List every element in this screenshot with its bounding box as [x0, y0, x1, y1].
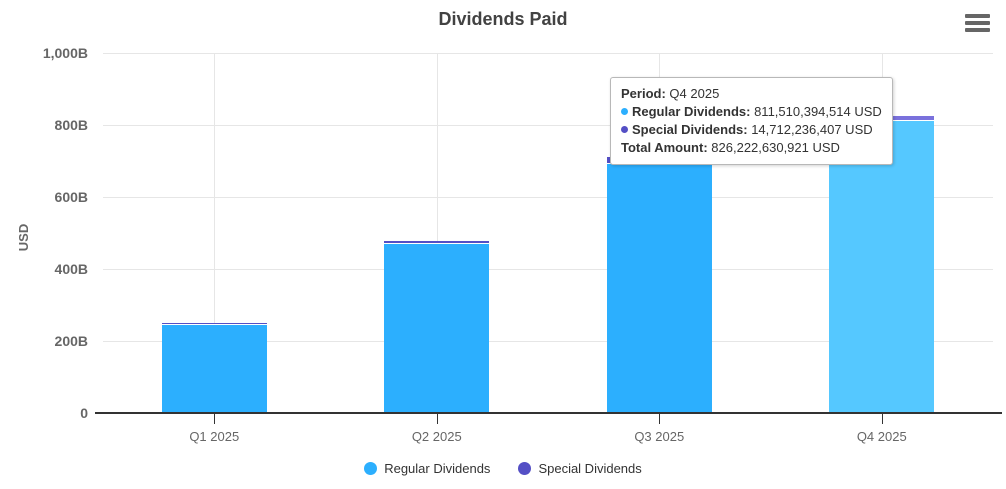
bar-special-dividends[interactable]: [384, 241, 490, 244]
x-axis-category-label: Q3 2025: [634, 429, 685, 444]
x-axis-category-label: Q2 2025: [411, 429, 462, 444]
y-axis-tick-label: 800B: [54, 117, 88, 133]
y-axis-title: USD: [16, 223, 32, 252]
x-axis-tick: [214, 414, 216, 424]
x-gridline: [436, 53, 438, 413]
tooltip-period-label: Period:: [621, 86, 666, 101]
bar-special-dividends[interactable]: [161, 323, 267, 326]
legend-marker-icon: [518, 462, 532, 475]
tooltip-period-value: Q4 2025: [669, 86, 720, 101]
x-axis-tick: [881, 414, 883, 424]
tooltip-series-row: Special Dividends: 14,712,236,407 USD: [621, 121, 882, 139]
legend-item-special-dividends[interactable]: Special Dividends: [518, 461, 642, 476]
tooltip: Period: Q4 2025 Regular Dividends: 811,5…: [610, 77, 893, 165]
tooltip-total-value: 826,222,630,921 USD: [711, 140, 840, 155]
legend-label: Regular Dividends: [384, 461, 491, 476]
y-axis-tick-label: 0: [80, 405, 88, 421]
y-axis-tick-label: 1,000B: [42, 45, 88, 61]
hamburger-menu-icon: [965, 14, 990, 18]
chart-context-menu-button[interactable]: [965, 13, 991, 33]
tooltip-total-line: Total Amount: 826,222,630,921 USD: [621, 139, 882, 157]
legend-item-regular-dividends[interactable]: Regular Dividends: [364, 461, 490, 476]
tooltip-series-value: 811,510,394,514 USD: [750, 104, 882, 119]
bar-regular-dividends[interactable]: [161, 325, 267, 413]
y-gridline: [103, 269, 993, 270]
tooltip-series-rows: Regular Dividends: 811,510,394,514 USD Sp…: [621, 103, 882, 139]
tooltip-series-dot-icon: [621, 108, 628, 115]
tooltip-series-dot-icon: [621, 126, 628, 133]
legend-label: Special Dividends: [538, 461, 642, 476]
x-axis-tick: [659, 414, 661, 424]
y-gridline: [103, 341, 993, 342]
bar-regular-dividends[interactable]: [606, 163, 712, 413]
y-gridline: [103, 197, 993, 198]
tooltip-total-label: Total Amount:: [621, 140, 708, 155]
y-axis-tick-label: 400B: [54, 261, 88, 277]
y-gridline: [103, 125, 993, 126]
x-axis-category-label: Q1 2025: [189, 429, 240, 444]
x-axis-tick: [436, 414, 438, 424]
y-axis-tick-label: 600B: [54, 189, 88, 205]
tooltip-period-line: Period: Q4 2025: [621, 85, 882, 103]
hamburger-menu-icon: [965, 21, 990, 25]
bar-regular-dividends[interactable]: [384, 243, 490, 413]
x-gridline: [214, 53, 216, 413]
legend: Regular Dividends Special Dividends: [0, 461, 1006, 476]
chart-title: Dividends Paid: [438, 9, 568, 29]
tooltip-series-label: Regular Dividends:: [632, 104, 751, 119]
tooltip-series-row: Regular Dividends: 811,510,394,514 USD: [621, 103, 882, 121]
x-axis-line: [95, 412, 1002, 414]
tooltip-series-label: Special Dividends:: [632, 122, 748, 137]
y-axis-tick-label: 200B: [54, 333, 88, 349]
y-gridline: [103, 53, 993, 54]
hamburger-menu-icon: [965, 28, 990, 32]
tooltip-series-value: 14,712,236,407 USD: [747, 122, 873, 137]
legend-marker-icon: [364, 462, 378, 475]
x-axis-category-label: Q4 2025: [856, 429, 907, 444]
bar-regular-dividends[interactable]: [829, 120, 935, 413]
